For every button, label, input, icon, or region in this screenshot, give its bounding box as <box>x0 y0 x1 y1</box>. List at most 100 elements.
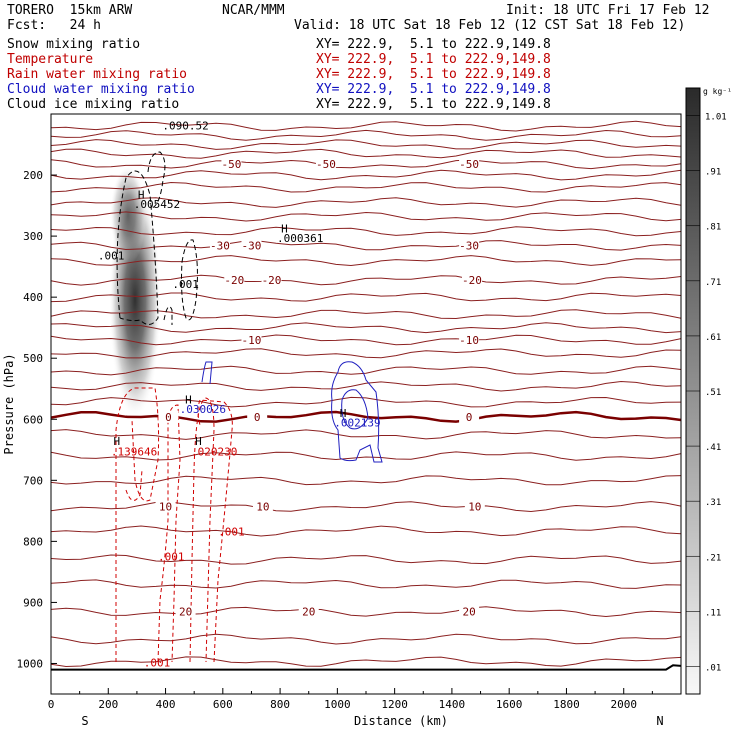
isotherm-line <box>50 255 682 267</box>
isotherm-line <box>50 525 682 537</box>
contour-label-bg <box>252 500 273 513</box>
isotherm-line <box>50 633 682 645</box>
field-name-temperature: Temperature <box>7 52 94 67</box>
cloud-water-contour-3 <box>201 361 213 385</box>
colorbar-label: .31 <box>705 498 721 508</box>
temperature-contour-label: -30 <box>242 239 262 252</box>
temperature-contour-label: -30 <box>210 239 230 252</box>
isotherm-line <box>50 429 682 440</box>
rain-contour-1 <box>115 387 160 662</box>
isotherm-line <box>50 148 682 159</box>
isotherm-line <box>50 501 682 513</box>
contour-annotation: H <box>185 393 192 406</box>
cloud-water-contour-2 <box>341 389 369 430</box>
isotherm-line <box>50 334 682 346</box>
init-time: Init: 18 UTC Fri 17 Feb 12 <box>506 3 710 18</box>
y-tick-label: 800 <box>23 535 43 548</box>
contour-label-bg <box>459 333 480 346</box>
contour-annotation: H <box>138 188 145 201</box>
ice-contour-3 <box>181 239 198 321</box>
contour-annotation: .002139 <box>334 417 380 430</box>
colorbar-label: .61 <box>705 333 721 343</box>
temperature-contour-label: -10 <box>459 334 479 347</box>
center-title: NCAR/MMM <box>222 3 285 18</box>
colorbar-label: .41 <box>705 443 721 453</box>
surface-line <box>51 664 682 671</box>
temperature-contour-label: -50 <box>221 158 241 171</box>
x-tick-label: 600 <box>213 698 233 711</box>
colorbar-label: .81 <box>705 223 721 233</box>
isotherm-line <box>50 197 682 208</box>
temperature-contour-label: -20 <box>262 274 282 287</box>
contour-label-bg <box>298 605 319 618</box>
contour-label-bg <box>241 239 262 252</box>
contour-label-bg <box>459 410 480 423</box>
isotherm-line <box>50 322 682 334</box>
y-tick-label: 300 <box>23 230 43 243</box>
isotherm-line <box>50 240 682 251</box>
x-tick-label: 1800 <box>553 698 580 711</box>
contour-annotation: .001 <box>98 249 125 262</box>
rain-contour-3 <box>189 397 215 663</box>
colorbar-label: .71 <box>705 278 721 288</box>
field-xy-rain: XY= 222.9, 5.1 to 222.9,149.8 <box>316 67 551 82</box>
temperature-contour-label: -50 <box>459 158 479 171</box>
temperature-contour-label: 10 <box>256 501 269 514</box>
temperature-contour-label: -30 <box>459 239 479 252</box>
isotherm-line <box>50 159 682 170</box>
x-tick-label: 200 <box>98 698 118 711</box>
field-xy-cloud-water: XY= 222.9, 5.1 to 222.9,149.8 <box>316 82 551 97</box>
contour-label-bg <box>241 333 262 346</box>
isotherm-line <box>50 309 682 320</box>
forecast-hour: Fcst: 24 h <box>7 18 101 33</box>
contour-label-bg <box>175 605 196 618</box>
isotherm-line <box>50 181 682 193</box>
contour-annotation: .000361 <box>277 232 323 245</box>
contour-label-bg <box>459 158 480 171</box>
isotherm-line <box>50 226 682 237</box>
contour-label-bg <box>459 605 480 618</box>
x-tick-label: 1000 <box>324 698 351 711</box>
field-name-snow: Snow mixing ratio <box>7 37 141 52</box>
contour-label-bg <box>461 274 482 287</box>
temperature-contour-label: 0 <box>466 411 473 424</box>
contour-annotation: .001 <box>158 550 185 563</box>
x-tick-label: 1400 <box>439 698 466 711</box>
y-tick-label: 900 <box>23 596 43 609</box>
contour-annotation: .030026 <box>180 403 226 416</box>
temperature-contour-label: 0 <box>254 411 261 424</box>
isotherm-line <box>50 606 682 618</box>
model-title: TORERO 15km ARW <box>7 3 133 18</box>
snow-shading-top <box>110 165 146 265</box>
y-tick-label: 200 <box>23 169 43 182</box>
ice-contour-4 <box>163 306 173 325</box>
isotherm-line <box>50 451 682 461</box>
field-xy-cloud-ice: XY= 222.9, 5.1 to 222.9,149.8 <box>316 97 551 112</box>
y-tick-label: 500 <box>23 352 43 365</box>
contour-annotation: H <box>281 222 288 235</box>
x-tick-label: 400 <box>156 698 176 711</box>
colorbar-label: .51 <box>705 388 721 398</box>
contour-annotation: .020230 <box>191 445 237 458</box>
y-tick-label: 1000 <box>17 657 44 670</box>
isotherm-line <box>50 410 682 423</box>
contour-label-bg <box>261 274 282 287</box>
north-label: N <box>656 714 663 728</box>
temperature-contour-label: -10 <box>242 334 262 347</box>
contour-label-bg <box>224 274 245 287</box>
temperature-contour-label: 20 <box>302 606 315 619</box>
isotherm-line <box>50 380 682 392</box>
isotherm-line <box>50 139 682 150</box>
isotherm-line <box>50 396 682 408</box>
temperature-contour-label: 10 <box>159 501 172 514</box>
isotherm-line <box>50 365 682 376</box>
x-tick-label: 1600 <box>496 698 523 711</box>
field-xy-temperature: XY= 222.9, 5.1 to 222.9,149.8 <box>316 52 551 67</box>
contour-label-bg <box>155 500 176 513</box>
y-axis-label: Pressure (hPa) <box>2 353 16 454</box>
colorbar-label: 1.01 <box>705 113 727 123</box>
rain-contour-5 <box>125 469 143 501</box>
y-tick-label: 700 <box>23 474 43 487</box>
colorbar-label: .01 <box>705 663 721 673</box>
